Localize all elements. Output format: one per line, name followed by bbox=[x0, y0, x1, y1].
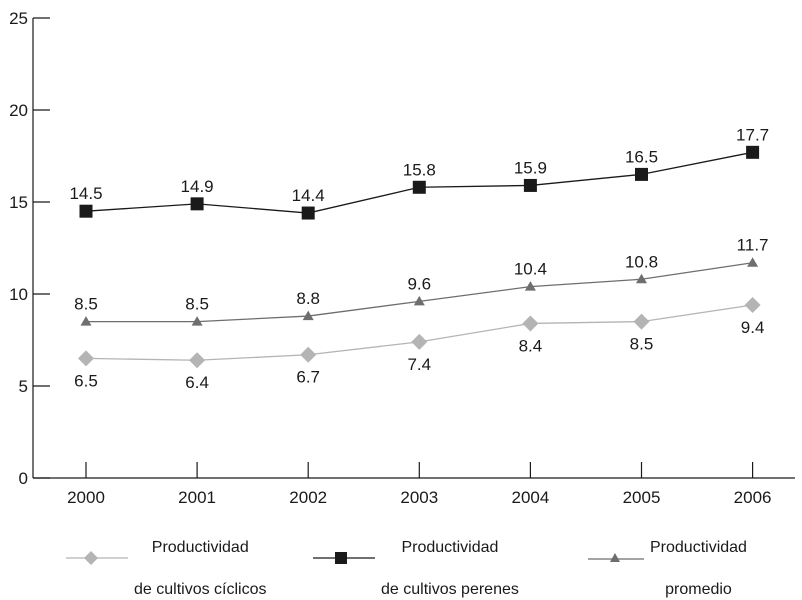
marker-perennial-2004 bbox=[523, 178, 537, 192]
axes: 0 5 10 15 20 25 2000 2001 2002 2003 2004 2005 2006 bbox=[9, 9, 795, 507]
marker-perennial-2000 bbox=[79, 204, 93, 218]
marker-average-2004 bbox=[524, 281, 536, 291]
x-tick-label-2005: 2005 bbox=[623, 488, 661, 507]
legend-label-cyclic: Productividad de cultivos cíclicos bbox=[134, 516, 267, 600]
x-tick-label-2003: 2003 bbox=[400, 488, 438, 507]
marker-cyclic-2002 bbox=[300, 346, 317, 363]
x-tick-label-2002: 2002 bbox=[289, 488, 327, 507]
y-tick-label-20: 20 bbox=[9, 101, 28, 120]
legend-label-cyclic-line2: de cultivos cíclicos bbox=[134, 581, 267, 598]
marker-perennial-2003 bbox=[412, 180, 426, 194]
x-tick-label-2001: 2001 bbox=[178, 488, 216, 507]
y-tick-label-15: 15 bbox=[9, 193, 28, 212]
x-tick-label-2004: 2004 bbox=[511, 488, 549, 507]
data-label-perennial-2000: 14.5 bbox=[69, 184, 102, 203]
legend-label-cyclic-line1: Productividad bbox=[151, 539, 249, 556]
data-label-perennial-2005: 16.5 bbox=[625, 147, 658, 166]
legend-label-perennial-line1: Productividad bbox=[401, 539, 499, 556]
data-label-perennial-2002: 14.4 bbox=[292, 186, 325, 205]
data-label-average-2004: 10.4 bbox=[514, 260, 547, 279]
marker-perennial-2002 bbox=[301, 206, 315, 220]
x-tick-label-2000: 2000 bbox=[67, 488, 105, 507]
series-markers bbox=[78, 145, 761, 369]
marker-average-2002 bbox=[302, 310, 314, 321]
legend-item-perennial: Productividad de cultivos perenes bbox=[313, 536, 519, 598]
legend-label-average-line1: Productividad bbox=[650, 539, 747, 556]
legend-label-perennial: Productividad de cultivos perenes bbox=[381, 516, 519, 600]
legend-label-average: Productividad promedio bbox=[650, 516, 747, 600]
legend-item-cyclic: Productividad de cultivos cíclicos bbox=[66, 536, 267, 598]
y-tick-label-0: 0 bbox=[19, 469, 28, 488]
data-label-cyclic-2004: 8.4 bbox=[519, 336, 543, 355]
data-label-cyclic-2002: 6.7 bbox=[296, 368, 320, 387]
legend-item-average: Productividad promedio bbox=[588, 536, 747, 598]
data-label-average-2005: 10.8 bbox=[625, 252, 658, 271]
marker-average-2003 bbox=[413, 295, 425, 306]
data-label-average-2000: 8.5 bbox=[74, 295, 98, 314]
y-tick-label-5: 5 bbox=[19, 377, 28, 396]
y-tick-label-25: 25 bbox=[9, 9, 28, 28]
data-label-cyclic-2003: 7.4 bbox=[407, 355, 431, 374]
marker-cyclic-2006 bbox=[744, 297, 761, 314]
data-label-average-2002: 8.8 bbox=[296, 289, 320, 308]
legend-swatch-average bbox=[588, 553, 644, 562]
data-label-perennial-2003: 15.8 bbox=[403, 160, 436, 179]
x-tick-label-2006: 2006 bbox=[734, 488, 772, 507]
marker-average-2006 bbox=[747, 257, 759, 267]
data-label-perennial-2004: 15.9 bbox=[514, 158, 547, 177]
marker-cyclic-2000 bbox=[78, 350, 94, 367]
data-label-cyclic-2005: 8.5 bbox=[630, 335, 654, 354]
data-label-cyclic-2001: 6.4 bbox=[185, 373, 209, 392]
y-tick-label-10: 10 bbox=[9, 285, 28, 304]
marker-perennial-2001 bbox=[190, 197, 204, 211]
marker-cyclic-2004 bbox=[522, 315, 539, 332]
data-label-cyclic-2000: 6.5 bbox=[74, 371, 98, 390]
legend-label-perennial-line2: de cultivos perenes bbox=[381, 581, 519, 598]
data-label-average-2006: 11.7 bbox=[737, 236, 769, 255]
marker-average-2000 bbox=[80, 316, 92, 326]
marker-cyclic-2001 bbox=[189, 352, 206, 369]
marker-perennial-2006 bbox=[746, 145, 760, 159]
legend-label-average-line2: promedio bbox=[665, 581, 732, 598]
data-label-cyclic-2006: 9.4 bbox=[741, 318, 765, 337]
data-label-average-2001: 8.5 bbox=[185, 295, 209, 314]
marker-average-2005 bbox=[636, 273, 647, 284]
data-labels: 14.5 14.9 14.4 15.8 15.9 16.5 17.7 8.5 8.5 8.8 9.6… bbox=[69, 125, 769, 392]
marker-cyclic-2003 bbox=[411, 333, 428, 350]
data-label-average-2003: 9.6 bbox=[407, 274, 431, 293]
marker-average-2001 bbox=[191, 316, 203, 326]
legend-swatch-perennial bbox=[313, 552, 375, 564]
marker-perennial-2005 bbox=[635, 167, 648, 181]
marker-cyclic-2005 bbox=[633, 313, 650, 330]
data-label-perennial-2001: 14.9 bbox=[181, 177, 214, 196]
line-chart: 0 5 10 15 20 25 2000 2001 2002 2003 2004 2005 2006 1… bbox=[9, 9, 795, 507]
data-label-perennial-2006: 17.7 bbox=[736, 125, 769, 144]
legend-swatch-cyclic bbox=[66, 551, 128, 565]
